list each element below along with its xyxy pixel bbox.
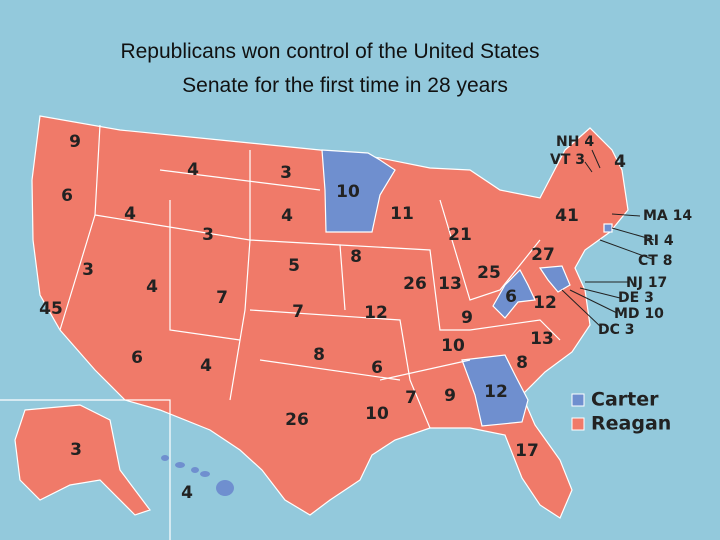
- vote-label: 12: [364, 303, 388, 323]
- state-abbr: MD: [614, 306, 640, 322]
- callout-label: MD 10: [614, 306, 664, 322]
- state-votes: 3: [575, 152, 585, 168]
- vote-label: 3: [82, 260, 94, 280]
- vote-label: 13: [438, 274, 462, 294]
- vote-label: 6: [61, 186, 73, 206]
- minnesota: [321, 149, 396, 233]
- vote-label: 12: [484, 382, 508, 402]
- state-votes: 4: [584, 134, 594, 150]
- callout-label: NJ 17: [626, 275, 667, 291]
- vote-label: 45: [39, 299, 63, 319]
- continental-us: [31, 115, 629, 519]
- vote-label: 7: [405, 388, 417, 408]
- vote-label: 6: [371, 358, 383, 378]
- legend-swatch: [571, 417, 585, 431]
- vote-label: 21: [448, 225, 472, 245]
- vote-label: 3: [70, 440, 82, 460]
- legend-label: Reagan: [591, 413, 671, 435]
- state-votes: 10: [644, 306, 664, 322]
- vote-label: 26: [285, 410, 309, 430]
- hawaii: [161, 455, 234, 496]
- callout-lines: [561, 149, 655, 329]
- state-abbr: MA: [643, 208, 668, 224]
- vote-label: 3: [280, 163, 292, 183]
- vote-label: 6: [131, 348, 143, 368]
- state-abbr: VT: [550, 152, 571, 168]
- vote-label: 7: [216, 288, 228, 308]
- callout-label: MA 14: [643, 208, 692, 224]
- vote-label: 10: [336, 182, 360, 202]
- vote-label: 12: [533, 293, 557, 313]
- legend-label: Carter: [591, 389, 659, 411]
- vote-label: 7: [292, 302, 304, 322]
- state-votes: 14: [673, 208, 693, 224]
- title-line: Republicans won control of the United St…: [120, 40, 539, 63]
- state-votes: 3: [644, 290, 654, 306]
- vote-label: 9: [461, 308, 473, 328]
- vote-label: 4: [187, 160, 199, 180]
- vote-label: 10: [365, 404, 389, 424]
- callout-label: CT 8: [638, 253, 672, 269]
- vote-label: 3: [202, 225, 214, 245]
- georgia: [461, 354, 529, 427]
- callout-label: DE 3: [618, 290, 654, 306]
- maryland: [538, 265, 571, 293]
- vote-label: 17: [515, 441, 539, 461]
- vote-label: 25: [477, 263, 501, 283]
- vote-label: 4: [181, 483, 193, 503]
- vote-label: 4: [614, 152, 626, 172]
- vote-label: 11: [390, 204, 414, 224]
- vote-label: 41: [555, 206, 579, 226]
- callout-label: RI 4: [643, 233, 674, 249]
- state-abbr: RI: [643, 233, 659, 249]
- vote-label: 8: [313, 345, 325, 365]
- state-abbr: DE: [618, 290, 639, 306]
- vote-label: 9: [69, 132, 81, 152]
- vote-label: 8: [350, 247, 362, 267]
- vote-label: 4: [200, 356, 212, 376]
- state-borders: [0, 124, 561, 540]
- vote-label: 6: [505, 287, 517, 307]
- callout-label: VT 3: [550, 152, 585, 168]
- vote-label: 8: [516, 353, 528, 373]
- vote-label: 9: [444, 386, 456, 406]
- legend-swatch: [571, 393, 585, 407]
- vote-label: 4: [281, 206, 293, 226]
- state-abbr: NJ: [626, 275, 643, 291]
- map: [0, 115, 629, 540]
- state-abbr: DC: [598, 322, 620, 338]
- alaska: [14, 404, 151, 516]
- state-votes: 3: [625, 322, 635, 338]
- vote-label: 10: [441, 336, 465, 356]
- rhode-island: [603, 223, 613, 233]
- vote-label: 5: [288, 256, 300, 276]
- vote-label: 26: [403, 274, 427, 294]
- west-virginia: [492, 269, 536, 319]
- state-abbr: CT: [638, 253, 658, 269]
- state-votes: 4: [664, 233, 674, 249]
- callout-label: NH 4: [556, 134, 594, 150]
- vote-label: 13: [530, 329, 554, 349]
- state-votes: 8: [663, 253, 673, 269]
- vote-label: 4: [146, 277, 158, 297]
- vote-label: 4: [124, 204, 136, 224]
- callout-label: DC 3: [598, 322, 635, 338]
- state-votes: 17: [648, 275, 667, 291]
- title-line: Senate for the first time in 28 years: [182, 74, 508, 97]
- state-abbr: NH: [556, 134, 579, 150]
- vote-label: 27: [531, 245, 555, 265]
